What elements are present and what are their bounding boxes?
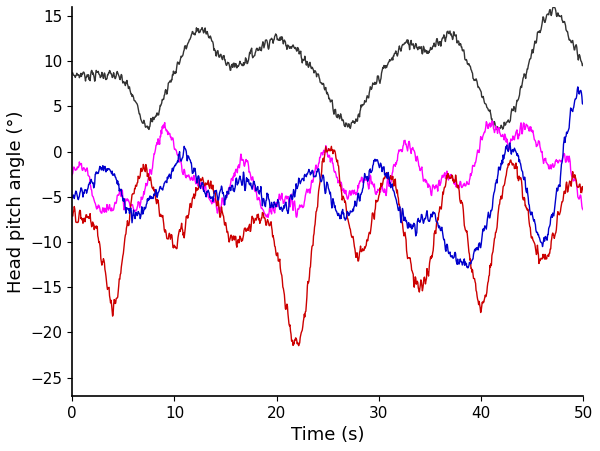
X-axis label: Time (s): Time (s) bbox=[291, 426, 365, 444]
Y-axis label: Head pitch angle (°): Head pitch angle (°) bbox=[7, 110, 25, 293]
